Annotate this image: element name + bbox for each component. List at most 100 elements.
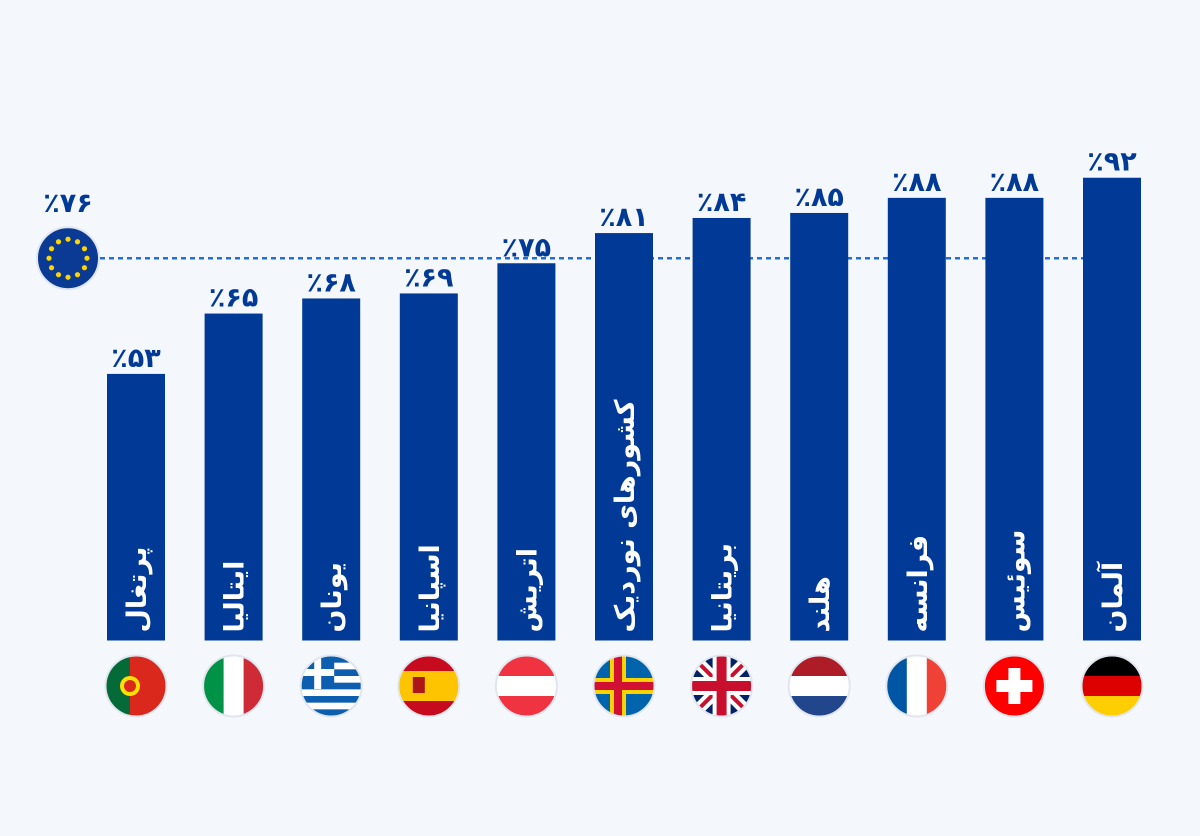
flag-body: [691, 656, 752, 716]
flag-part: [496, 676, 557, 697]
flag-body: [1082, 656, 1142, 716]
flag-part: [398, 671, 459, 702]
flag-body: [203, 656, 264, 716]
flag-part: [1082, 676, 1142, 697]
bar: [692, 217, 751, 641]
flag-part: [614, 656, 622, 716]
value-label: ٪۷۵: [502, 232, 551, 263]
flag-part: [496, 696, 557, 716]
flag: [982, 654, 1046, 718]
bar: [399, 293, 458, 641]
category-label: سوئیس: [1000, 530, 1031, 633]
category-label: کشورهای نوردیک: [610, 399, 641, 632]
value-label: ٪۶۹: [404, 262, 453, 293]
value-label: ٪۵۳: [111, 343, 161, 374]
flag-part: [1082, 656, 1142, 677]
eu-star: [46, 255, 52, 261]
value-label: ٪۹۲: [1087, 147, 1137, 178]
flag-border: [299, 654, 363, 718]
value-label: ٪۸۸: [892, 167, 942, 198]
category-label: یونان: [317, 562, 348, 632]
flag: [299, 654, 363, 718]
category-label: ایتالیا: [220, 561, 251, 633]
flag-part: [301, 702, 362, 710]
flag: [1080, 654, 1144, 718]
eu-star: [81, 265, 88, 271]
flag: [690, 654, 754, 718]
bar: [790, 212, 849, 641]
eu-star: [65, 236, 71, 242]
flag-part: [223, 656, 245, 716]
flag-border: [787, 654, 851, 718]
flag: [787, 654, 851, 718]
value-label: ٪۸۵: [794, 182, 843, 213]
bar: [107, 373, 165, 641]
flag-part: [301, 689, 362, 697]
category-label: فرانسه: [903, 535, 934, 633]
flag-body: [496, 656, 557, 716]
reference-label: ٪۷۶: [43, 188, 92, 219]
flag-part: [1008, 668, 1021, 704]
eu-star: [48, 265, 55, 271]
bar: [204, 313, 263, 641]
category-label: آلمان: [1096, 561, 1129, 632]
flag-part: [926, 656, 947, 716]
flag-part: [594, 682, 654, 690]
flag: [494, 654, 558, 718]
flag-part: [906, 656, 928, 716]
flag-part: [789, 696, 850, 716]
flag-border: [690, 654, 754, 718]
category-label: اسپانیا: [415, 544, 446, 632]
flag-body: [886, 656, 947, 716]
bar: [985, 197, 1044, 641]
flag-part: [789, 656, 850, 677]
value-label: ٪۶۸: [306, 267, 356, 298]
flag-body: [984, 656, 1045, 716]
flag-border: [1080, 654, 1144, 718]
eu-flag: [36, 226, 100, 291]
value-label: ٪۸۸: [990, 167, 1040, 198]
flag-part: [314, 656, 322, 689]
flag-part: [496, 656, 557, 677]
flag-part: [301, 709, 362, 716]
eu-star: [55, 272, 62, 278]
eu-star: [84, 255, 90, 261]
flag-border: [202, 654, 266, 718]
value-label: ٪۸۱: [599, 202, 648, 233]
flag-body: [594, 656, 654, 716]
flag: [885, 654, 949, 718]
flag-border: [104, 654, 168, 718]
flag: [202, 654, 266, 718]
flag-border: [982, 654, 1046, 718]
flag-body: [301, 656, 362, 716]
flag: [397, 654, 461, 718]
eu-star: [74, 239, 81, 245]
bar: [1083, 177, 1141, 641]
category-label: هلند: [805, 576, 836, 632]
eu-star: [81, 246, 88, 252]
flag-border: [494, 654, 558, 718]
flag: [592, 654, 656, 718]
flag-part: [412, 677, 425, 693]
flag-border: [397, 654, 461, 718]
flag-part: [203, 656, 225, 716]
flag-body: [789, 656, 850, 716]
flag-part: [716, 656, 727, 716]
bar: [595, 233, 653, 641]
eu-flag-bg: [36, 226, 100, 291]
flag-part: [243, 656, 264, 716]
category-label: بریتانیا: [708, 543, 739, 633]
flag-border: [885, 654, 949, 718]
flag-part: [1082, 696, 1142, 716]
bar: [302, 298, 361, 641]
value-label: ٪۶۵: [209, 283, 258, 314]
eu-star: [55, 239, 62, 245]
category-label: اتریش: [512, 548, 543, 633]
flag-part: [789, 676, 850, 697]
bar: [887, 197, 946, 641]
eu-star: [65, 274, 71, 280]
flag-part: [301, 696, 362, 704]
flag-border: [592, 654, 656, 718]
